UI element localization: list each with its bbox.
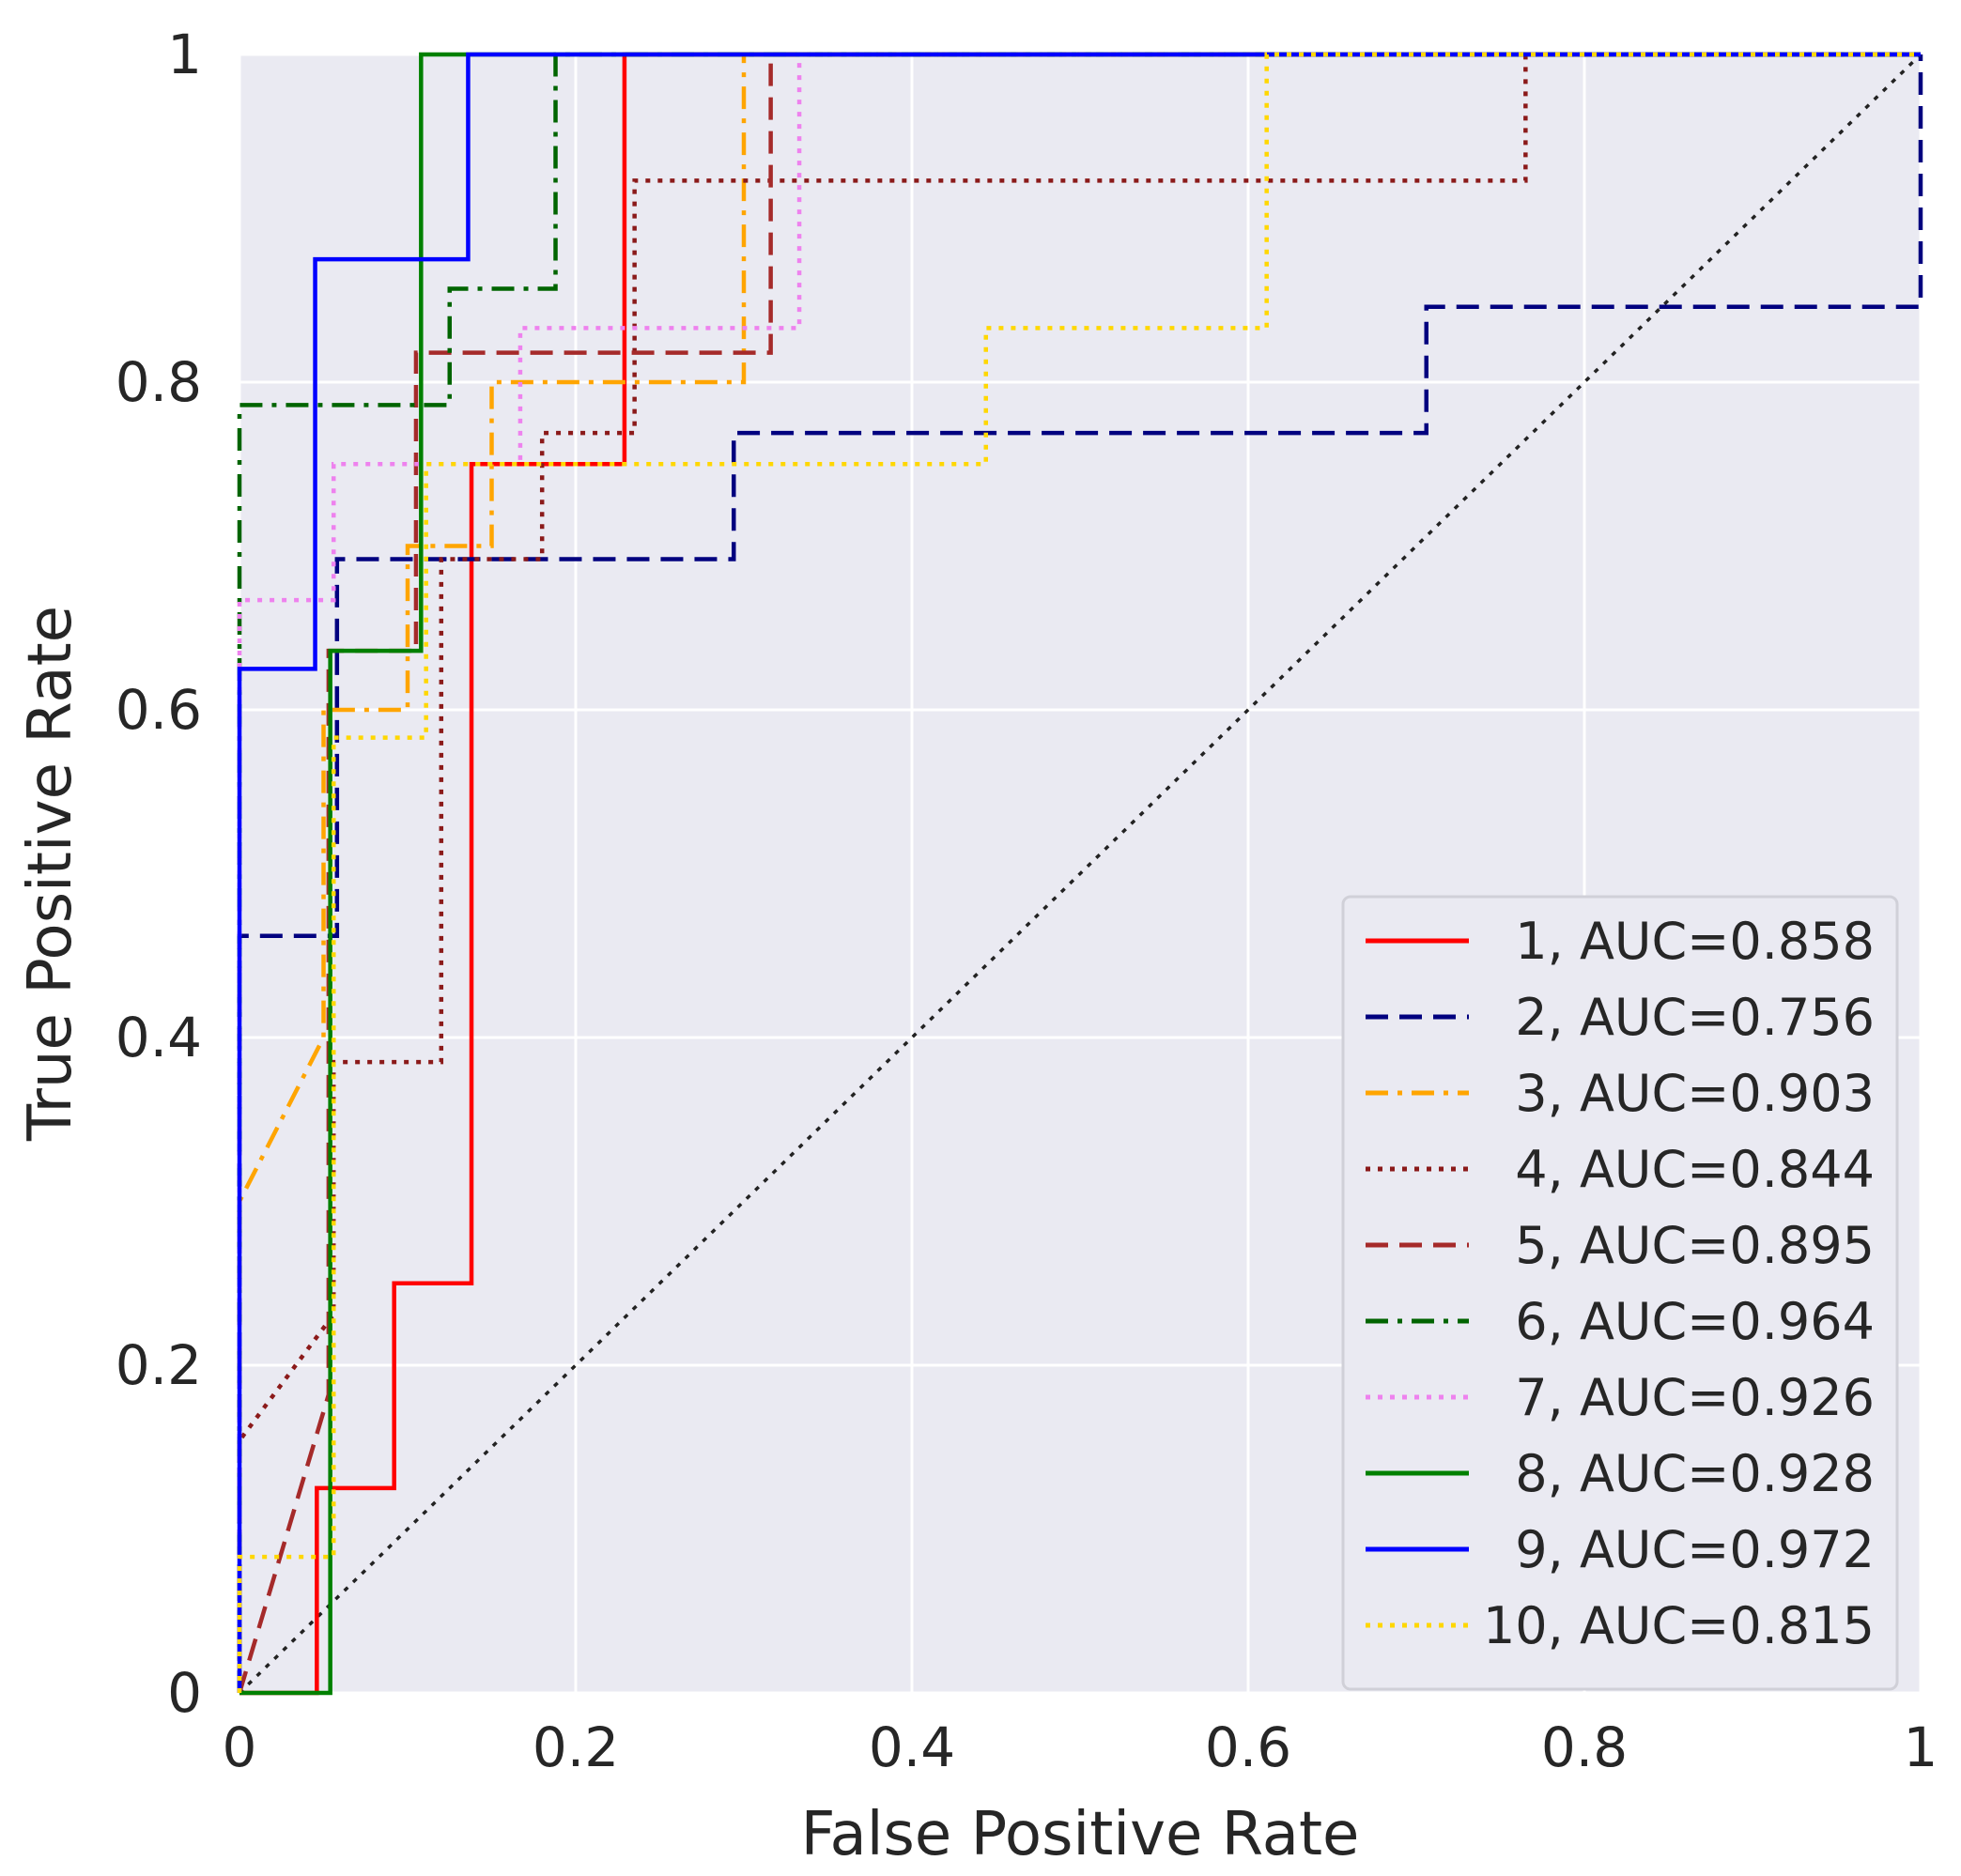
- legend-label-10: 10, AUC=0.815: [1483, 1596, 1875, 1655]
- x-axis-label: False Positive Rate: [801, 1800, 1360, 1869]
- x-tick-label: 0: [223, 1715, 257, 1779]
- roc-curve-1: [239, 52, 1921, 1696]
- y-tick-labels: 0 0.2 0.4 0.6 0.8 1: [116, 23, 202, 1725]
- roc-curve-2: [237, 54, 1923, 1693]
- roc-curve-5: [237, 52, 1921, 1694]
- legend-label-9: 9, AUC=0.972: [1515, 1520, 1875, 1579]
- legend-label-8: 8, AUC=0.928: [1515, 1444, 1875, 1503]
- chance-line-group: [238, 53, 1922, 1695]
- legend-label-7: 7, AUC=0.926: [1515, 1368, 1875, 1427]
- x-tick-label: 0.8: [1541, 1715, 1628, 1779]
- legend-box: [1341, 895, 1899, 1691]
- x-tick-label: 0.6: [1205, 1715, 1291, 1779]
- roc-series-group: [237, 52, 1923, 1696]
- roc-curve-4: [237, 52, 1921, 1693]
- legend-label-5: 5, AUC=0.895: [1515, 1216, 1875, 1275]
- roc-curve-10: [237, 52, 1921, 1693]
- y-tick-label: 0.6: [116, 678, 202, 742]
- x-tick-labels: 0 0.2 0.4 0.6 0.8 1: [223, 1715, 1938, 1779]
- x-tick-label: 1: [1904, 1715, 1938, 1779]
- x-tick-label: 0.4: [869, 1715, 955, 1779]
- x-tick-label: 0.2: [533, 1715, 619, 1779]
- chance-diagonal-line: [238, 53, 1922, 1695]
- grid-lines: [238, 53, 1922, 1695]
- roc-curve-7: [237, 52, 1921, 1693]
- y-tick-label: 0.2: [116, 1333, 202, 1397]
- roc-curve-9: [237, 52, 1921, 1693]
- legend-label-3: 3, AUC=0.903: [1515, 1064, 1875, 1123]
- y-axis-label: True Positive Rate: [16, 606, 85, 1142]
- y-tick-label: 0.8: [116, 350, 202, 414]
- y-tick-label: 0.4: [116, 1006, 202, 1069]
- legend: 1, AUC=0.858 2, AUC=0.756 3, AUC=0.903 4, A…: [1341, 895, 1899, 1691]
- roc-curve-3: [237, 52, 1921, 1693]
- legend-label-1: 1, AUC=0.858: [1515, 912, 1875, 971]
- legend-label-2: 2, AUC=0.756: [1515, 988, 1875, 1047]
- y-tick-label: 0: [167, 1661, 202, 1725]
- legend-label-4: 4, AUC=0.844: [1515, 1140, 1875, 1199]
- legend-label-6: 6, AUC=0.964: [1515, 1292, 1875, 1351]
- y-tick-label: 1: [167, 23, 202, 86]
